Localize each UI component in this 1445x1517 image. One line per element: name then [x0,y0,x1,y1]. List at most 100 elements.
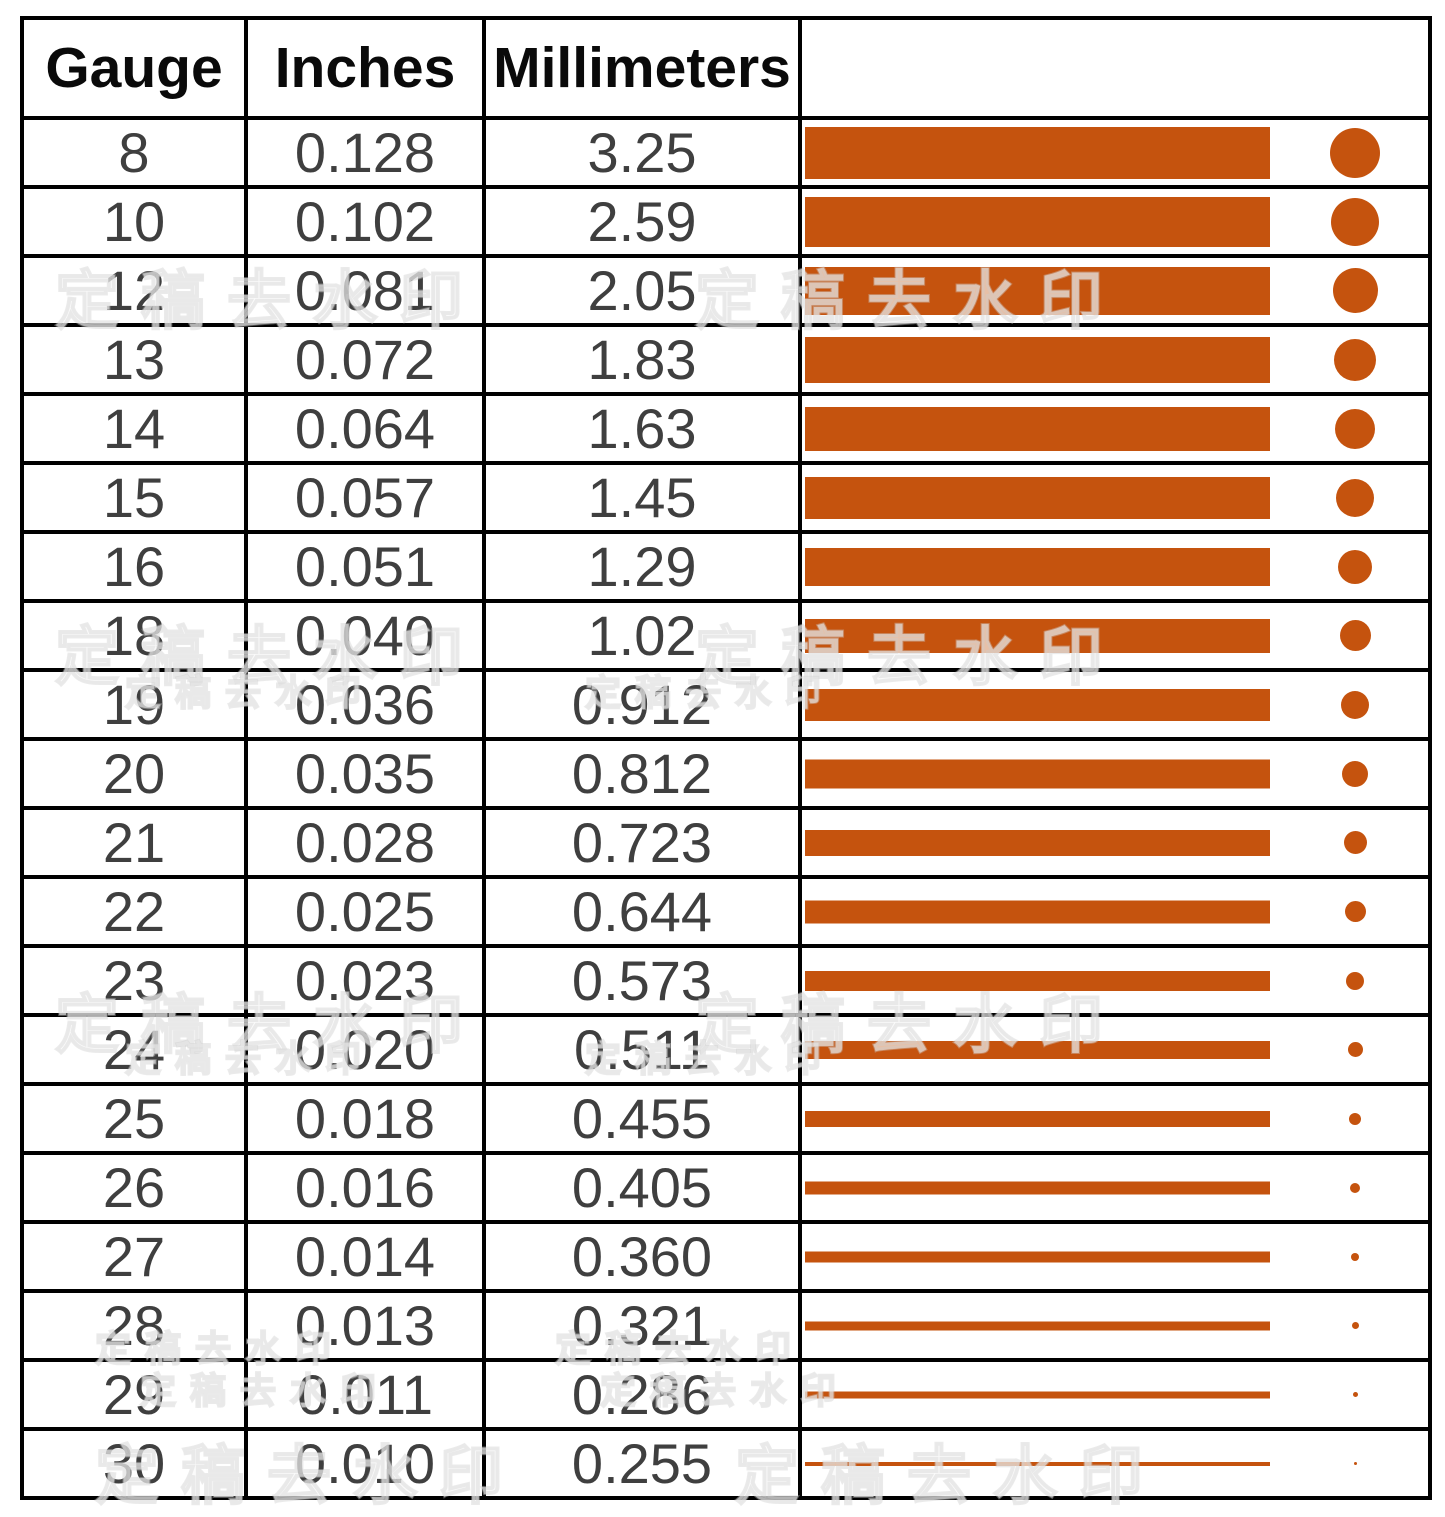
wire-thickness-bar [805,759,1270,788]
wire-visual-cell [798,1427,1432,1500]
mm-cell: 0.644 [482,875,802,948]
mm-cell: 0.573 [482,944,802,1017]
inches-cell: 0.040 [244,599,486,672]
inches-cell: 0.036 [244,668,486,741]
wire-dot-area [1270,327,1440,392]
table-row: 22 0.025 0.644 [20,875,1432,948]
mm-cell: 1.63 [482,392,802,465]
table-row: 27 0.014 0.360 [20,1220,1432,1293]
wire-dot-area [1270,603,1440,668]
table-row: 15 0.057 1.45 [20,461,1432,534]
inches-cell: 0.023 [244,944,486,1017]
wire-thickness-bar [805,829,1270,856]
wire-thickness-bar [805,1391,1270,1398]
gauge-cell: 12 [20,254,248,327]
wire-visual-cell [798,1151,1432,1224]
wire-dot-area [1270,1431,1440,1496]
inches-cell: 0.057 [244,461,486,534]
wire-diameter-dot [1352,1392,1358,1397]
wire-thickness-bar [805,266,1270,315]
inches-cell: 0.102 [244,185,486,258]
wire-dot-area [1270,396,1440,461]
wire-thickness-bar [805,336,1270,383]
wire-visual-cell [798,1013,1432,1086]
gauge-cell: 21 [20,806,248,879]
table-header: Gauge Inches Millimeters [20,16,1432,120]
inches-cell: 0.016 [244,1151,486,1224]
wire-diameter-dot [1341,690,1369,719]
inches-cell: 0.081 [244,254,486,327]
wire-diameter-dot [1331,197,1379,246]
mm-cell: 0.812 [482,737,802,810]
gauge-cell: 15 [20,461,248,534]
gauge-cell: 16 [20,530,248,603]
gauge-cell: 23 [20,944,248,1017]
mm-cell: 1.45 [482,461,802,534]
wire-diameter-dot [1350,1182,1360,1193]
inches-cell: 0.128 [244,116,486,189]
gauge-cell: 10 [20,185,248,258]
wire-diameter-dot [1349,1112,1361,1125]
header-visual [798,16,1432,120]
wire-dot-area [1270,258,1440,323]
wire-dot-area [1270,1362,1440,1427]
wire-diameter-dot [1343,831,1367,854]
wire-visual-cell [798,599,1432,672]
gauge-cell: 28 [20,1289,248,1362]
wire-gauge-chart: Gauge Inches Millimeters 8 0.128 3.25 10… [20,16,1440,1513]
wire-diameter-dot [1339,620,1371,651]
wire-dot-area [1270,465,1440,530]
inches-cell: 0.013 [244,1289,486,1362]
wire-visual-cell [798,530,1432,603]
wire-diameter-dot [1347,1042,1363,1057]
wire-diameter-dot [1344,901,1366,922]
table-row: 8 0.128 3.25 [20,116,1432,189]
wire-visual-cell [798,1220,1432,1293]
wire-diameter-dot [1336,478,1374,517]
mm-cell: 0.511 [482,1013,802,1086]
wire-dot-area [1270,1224,1440,1289]
gauge-cell: 26 [20,1151,248,1224]
wire-dot-area [1270,741,1440,806]
inches-cell: 0.011 [244,1358,486,1431]
gauge-cell: 25 [20,1082,248,1155]
gauge-cell: 27 [20,1220,248,1293]
wire-thickness-bar [805,126,1270,179]
inches-cell: 0.035 [244,737,486,810]
wire-visual-cell [798,944,1432,1017]
mm-cell: 1.83 [482,323,802,396]
table-row: 20 0.035 0.812 [20,737,1432,810]
wire-diameter-dot [1335,408,1375,449]
header-gauge: Gauge [20,16,248,120]
gauge-cell: 29 [20,1358,248,1431]
wire-dot-area [1270,1293,1440,1358]
table-row: 14 0.064 1.63 [20,392,1432,465]
gauge-cell: 20 [20,737,248,810]
table-row: 21 0.028 0.723 [20,806,1432,879]
wire-dot-area [1270,948,1440,1013]
table-row: 29 0.011 0.286 [20,1358,1432,1431]
wire-thickness-bar [805,900,1270,923]
mm-cell: 0.455 [482,1082,802,1155]
wire-visual-cell [798,806,1432,879]
wire-thickness-bar [805,618,1270,653]
wire-visual-cell [798,116,1432,189]
table-row: 19 0.036 0.912 [20,668,1432,741]
inches-cell: 0.010 [244,1427,486,1500]
header-row: Gauge Inches Millimeters [20,16,1432,120]
wire-diameter-dot [1332,268,1378,313]
inches-cell: 0.018 [244,1082,486,1155]
table-row: 25 0.018 0.455 [20,1082,1432,1155]
wire-visual-cell [798,875,1432,948]
wire-dot-area [1270,1086,1440,1151]
wire-thickness-bar [805,476,1270,519]
header-inches: Inches [244,16,486,120]
wire-dot-area [1270,1017,1440,1082]
table-row: 13 0.072 1.83 [20,323,1432,396]
table-row: 23 0.023 0.573 [20,944,1432,1017]
wire-thickness-bar [805,1251,1270,1262]
wire-visual-cell [798,1358,1432,1431]
wire-visual-cell [798,323,1432,396]
wire-diameter-dot [1346,971,1364,990]
inches-cell: 0.064 [244,392,486,465]
